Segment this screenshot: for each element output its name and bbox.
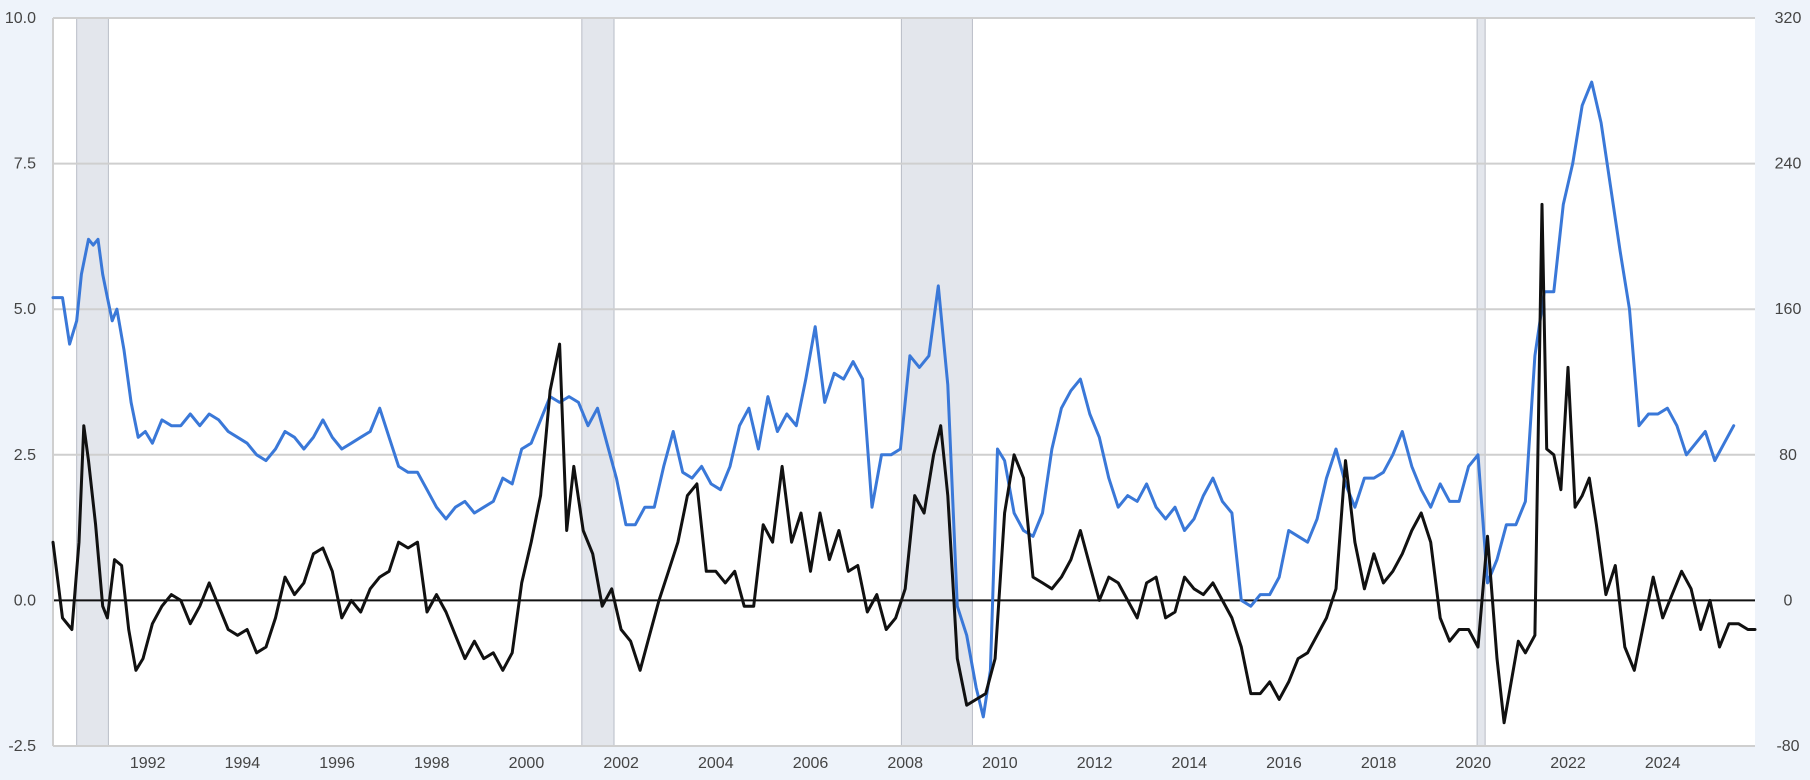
x-tick-label: 2016 (1266, 755, 1302, 772)
x-axis: 1992 1994 1996 1998 2000 2002 2004 2006 2008 2010… (130, 755, 1681, 772)
recession-bands (76, 17, 1486, 747)
x-tick-label: 2008 (887, 755, 923, 772)
right-tick-label: 0 (1784, 592, 1793, 609)
left-tick-label: 5.0 (14, 301, 36, 318)
recession-band (900, 17, 973, 747)
left-axis: 10.0 7.5 5.0 2.5 0.0 -2.5 (5, 10, 36, 755)
left-tick-label: 2.5 (14, 447, 36, 464)
x-tick-label: 2018 (1361, 755, 1397, 772)
x-tick-label: 2006 (793, 755, 829, 772)
gridlines (52, 17, 1755, 747)
x-tick-label: 1992 (130, 755, 166, 772)
series-line-2 (51, 202, 1757, 725)
x-tick-label: 2020 (1456, 755, 1492, 772)
recession-band (76, 17, 109, 747)
x-tick-label: 2024 (1645, 755, 1681, 772)
left-tick-label: 7.5 (14, 156, 36, 173)
left-tick-label: 0.0 (14, 592, 36, 609)
right-axis: 320 240 160 80 0 -80 (1775, 10, 1802, 755)
series-lines (51, 80, 1757, 725)
x-tick-label: 2014 (1171, 755, 1207, 772)
x-tick-label: 1994 (225, 755, 261, 772)
x-tick-label: 2010 (982, 755, 1018, 772)
x-tick-label: 2000 (509, 755, 545, 772)
right-tick-label: 320 (1775, 10, 1802, 27)
series-line-1 (51, 80, 1736, 719)
left-tick-label: -2.5 (8, 738, 36, 755)
right-tick-label: -80 (1776, 738, 1799, 755)
right-tick-label: 80 (1779, 447, 1797, 464)
x-tick-label: 2004 (698, 755, 734, 772)
x-tick-label: 2012 (1077, 755, 1113, 772)
left-tick-label: 10.0 (5, 10, 36, 27)
x-tick-label: 1996 (319, 755, 355, 772)
recession-band (581, 17, 615, 747)
x-tick-label: 2022 (1550, 755, 1586, 772)
x-tick-label: 2002 (603, 755, 639, 772)
right-tick-label: 240 (1775, 156, 1802, 173)
right-tick-label: 160 (1775, 301, 1802, 318)
x-tick-label: 1998 (414, 755, 450, 772)
